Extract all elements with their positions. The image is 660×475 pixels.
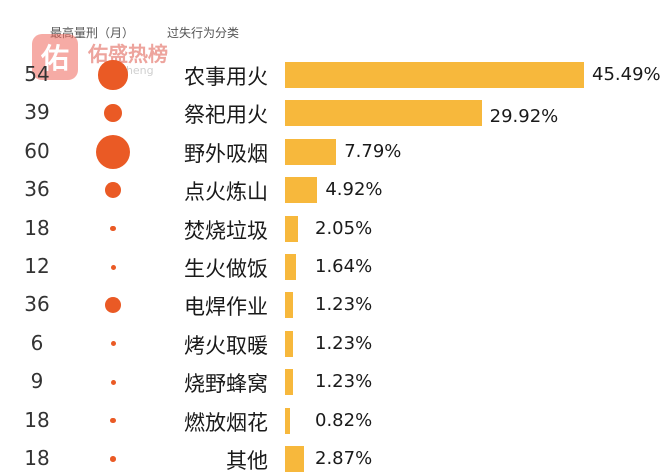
max-sentence-label: 54 [24, 62, 50, 86]
bar [285, 215, 299, 242]
sentence-dot [110, 379, 116, 385]
bar [285, 100, 482, 127]
value-label: 1.23% [315, 332, 373, 354]
max-sentence-label: 9 [30, 369, 44, 394]
category-label: 燃放烟花 [184, 410, 268, 435]
value-label: 1.23% [315, 371, 373, 393]
value-label: 7.79% [344, 140, 402, 162]
value-label: 45.49% [592, 64, 660, 85]
value-label: 1.64% [315, 256, 373, 277]
max-sentence-label: 36 [24, 292, 50, 317]
value-label: 1.23% [315, 294, 373, 316]
sentence-dot [105, 182, 121, 199]
max-sentence-label: 18 [24, 446, 50, 470]
value-label: 2.05% [315, 217, 373, 239]
category-label: 烧野蜂窝 [184, 372, 268, 397]
sentence-dot [96, 134, 130, 169]
sentence-dot [110, 225, 116, 232]
sentence-dot [98, 60, 128, 90]
months-column-header: 最高量刑（月） [50, 26, 135, 40]
bar [285, 138, 337, 165]
bar [285, 62, 584, 88]
category-label: 野外吸烟 [184, 141, 268, 166]
category-label: 生火做饭 [184, 257, 268, 281]
category-label: 电焊作业 [184, 295, 268, 320]
value-label: 2.87% [315, 448, 373, 469]
sentence-dot [110, 456, 116, 462]
category-label: 烤火取暖 [184, 333, 268, 358]
max-sentence-label: 39 [24, 100, 50, 125]
value-label: 29.92% [489, 106, 559, 128]
max-sentence-label: 6 [30, 330, 44, 355]
sentence-dot [105, 297, 121, 314]
category-label: 焚烧垃圾 [184, 218, 268, 243]
bar [285, 292, 294, 319]
category-label: 点火炼山 [184, 180, 268, 205]
max-sentence-label: 18 [24, 407, 50, 432]
sentence-dot [110, 341, 116, 347]
max-sentence-label: 60 [24, 138, 50, 163]
max-sentence-label: 12 [24, 254, 50, 278]
max-sentence-label: 18 [24, 215, 50, 240]
category-label: 祭祀用火 [184, 103, 268, 128]
bar [285, 254, 296, 280]
category-label: 农事用火 [184, 65, 268, 89]
watermark-brand: 佑盛热榜 [88, 42, 168, 66]
bar [285, 330, 294, 357]
value-label: 0.82% [315, 409, 373, 431]
sentence-dot [110, 264, 116, 270]
bar [285, 177, 318, 204]
max-sentence-label: 36 [24, 177, 50, 202]
sentence-dot [104, 104, 122, 123]
value-label: 4.92% [325, 179, 383, 201]
category-label: 其他 [226, 449, 268, 473]
bar [285, 446, 304, 472]
behavior-column-header: 过失行为分类 [167, 26, 240, 40]
bar [285, 407, 291, 434]
sentence-dot [110, 417, 116, 424]
bar [285, 369, 294, 396]
